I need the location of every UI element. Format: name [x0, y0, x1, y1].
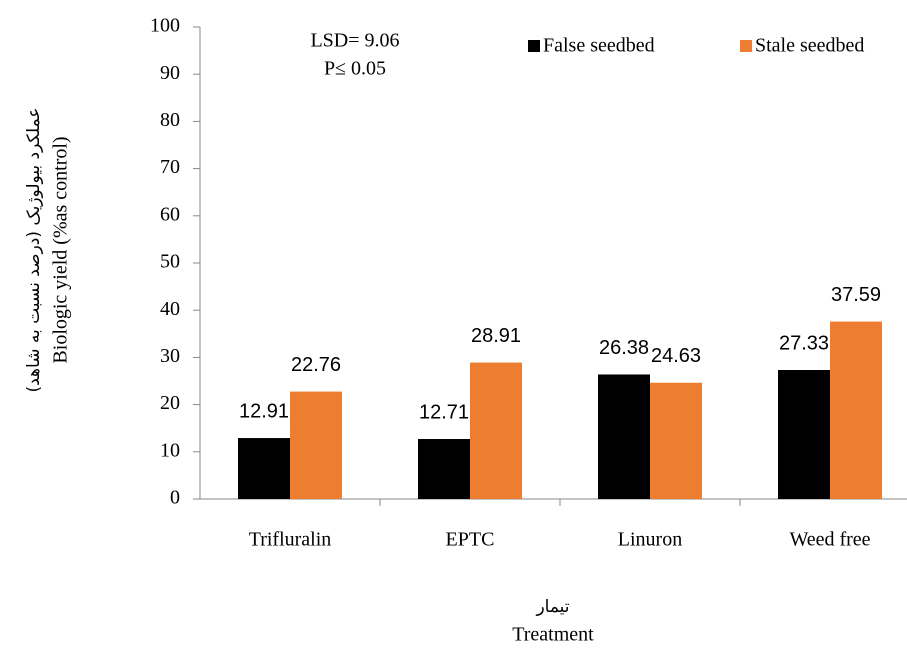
- bar: [598, 374, 650, 499]
- y-axis-title: Biologic yield (%as control): [50, 136, 72, 363]
- y-tick-label: 0: [170, 487, 180, 509]
- y-tick-label: 50: [160, 251, 180, 273]
- value-label: 22.76: [291, 354, 341, 376]
- value-label: 12.91: [239, 400, 289, 422]
- y-tick-label: 20: [160, 392, 180, 414]
- legend-swatch: [528, 40, 540, 52]
- bar: [238, 438, 290, 499]
- bar: [418, 439, 470, 499]
- bar: [470, 362, 522, 499]
- legend-label: False seedbed: [543, 35, 655, 57]
- value-label: 12.71: [419, 401, 469, 423]
- y-tick-label: 90: [160, 62, 180, 84]
- y-tick-label: 80: [160, 109, 180, 131]
- x-axis-title: Treatment: [512, 624, 594, 646]
- x-axis-title-fa: تیمار: [535, 597, 569, 617]
- x-tick-label: EPTC: [446, 529, 495, 551]
- value-label: 37.59: [831, 284, 881, 306]
- annotation: LSD= 9.06: [310, 30, 399, 52]
- value-label: 24.63: [651, 345, 701, 367]
- legend-swatch: [740, 40, 752, 52]
- y-tick-label: 60: [160, 203, 180, 225]
- bar: [650, 382, 702, 499]
- x-tick-label: Weed free: [789, 529, 870, 551]
- value-label: 27.33: [779, 332, 829, 354]
- y-tick-label: 30: [160, 345, 180, 367]
- bar: [830, 321, 882, 499]
- y-tick-label: 70: [160, 156, 180, 178]
- y-axis-title-fa: عملکرد بیولوژیک (درصد نسبت به شاهد): [24, 108, 44, 393]
- x-tick-label: Linuron: [618, 529, 682, 551]
- bar: [290, 391, 342, 499]
- x-tick-label: Trifluralin: [249, 529, 332, 551]
- value-label: 28.91: [471, 325, 521, 347]
- legend-label: Stale seedbed: [755, 35, 864, 57]
- y-tick-label: 40: [160, 298, 180, 320]
- bar: [778, 370, 830, 499]
- value-label: 26.38: [599, 337, 649, 359]
- y-tick-label: 10: [160, 439, 180, 461]
- annotation: P≤ 0.05: [324, 58, 386, 80]
- y-tick-label: 100: [150, 15, 180, 37]
